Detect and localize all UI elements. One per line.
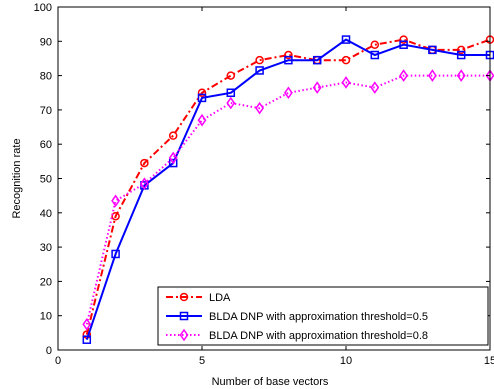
legend-label-2: BLDA DNP with approximation threshold=0.…	[209, 311, 428, 323]
series-3-point	[111, 194, 121, 208]
series-2-point	[456, 50, 466, 60]
series-3-point	[226, 96, 236, 110]
series-3-point	[82, 317, 92, 331]
series-1-point	[111, 211, 120, 221]
y-tick-label: 70	[40, 105, 52, 117]
series-line-1	[85, 38, 491, 335]
x-tick-label: 0	[55, 355, 61, 367]
x-tick-label: 10	[340, 355, 352, 367]
series-2-point	[255, 66, 264, 75]
series-3-point	[283, 86, 293, 100]
series-3-point	[139, 177, 149, 190]
series-2-point	[197, 93, 207, 103]
series-1-point	[370, 40, 380, 49]
series-3-point	[399, 69, 409, 82]
y-tick-label: 30	[40, 242, 52, 254]
series-1-point	[284, 50, 293, 60]
series-3-point	[456, 69, 466, 82]
series-3-point	[312, 81, 322, 94]
legend-label-3: BLDA DNP with approximation threshold=0.…	[209, 330, 428, 342]
series-2-point	[399, 40, 408, 49]
y-tick-label: 90	[40, 36, 52, 48]
legend-marker-3	[179, 328, 189, 342]
series-3-point	[168, 151, 178, 165]
series-1-point	[168, 131, 178, 140]
y-tick-label: 40	[40, 208, 52, 220]
series-line-2	[85, 38, 490, 341]
legend-label-1: LDA	[209, 292, 231, 304]
series-3-point	[370, 81, 380, 94]
series-3-point	[255, 101, 265, 115]
axes-layer: 0 10 20 30 40 50 60 70 80 90 100 0 5 10 15	[34, 2, 494, 367]
series-1-point	[197, 88, 207, 97]
series-2-point	[111, 249, 120, 259]
legend: LDA BLDA DNP with approximation threshold…	[157, 286, 489, 346]
series-2-point	[82, 335, 92, 344]
series-1-point	[399, 35, 408, 44]
y-tick-label: 20	[40, 276, 52, 288]
y-axis-label: Recognition rate	[11, 138, 23, 218]
y-tick-label: 10	[40, 311, 52, 323]
series-2-point	[428, 45, 437, 55]
x-tick-label: 5	[199, 355, 205, 367]
legend-marker-2	[179, 311, 189, 321]
series-1-point	[140, 158, 149, 168]
y-tick-label: 60	[40, 139, 52, 151]
series-2-point	[284, 55, 293, 65]
y-tick-label: 100	[34, 2, 52, 14]
series-1-point	[226, 71, 236, 80]
y-tick-label: 80	[40, 71, 52, 83]
series-3-point	[427, 69, 437, 82]
series-2-point	[226, 88, 236, 97]
x-tick-label: 15	[484, 355, 494, 367]
series-1-point	[456, 45, 466, 55]
legend-box	[157, 286, 489, 346]
x-axis-label: Number of base vectors	[212, 376, 329, 388]
series-2-point	[312, 55, 322, 65]
series-2-point	[341, 35, 351, 44]
series-2-point	[370, 50, 380, 60]
series-3-point	[197, 113, 207, 127]
series-1-point	[255, 55, 264, 65]
legend-marker-1	[179, 292, 189, 302]
series-3-point	[341, 76, 351, 89]
series-2-point	[168, 158, 178, 168]
series-line-3	[85, 74, 490, 325]
series-1-point	[341, 55, 351, 65]
y-tick-label: 0	[46, 345, 52, 357]
y-tick-label: 50	[40, 174, 52, 186]
